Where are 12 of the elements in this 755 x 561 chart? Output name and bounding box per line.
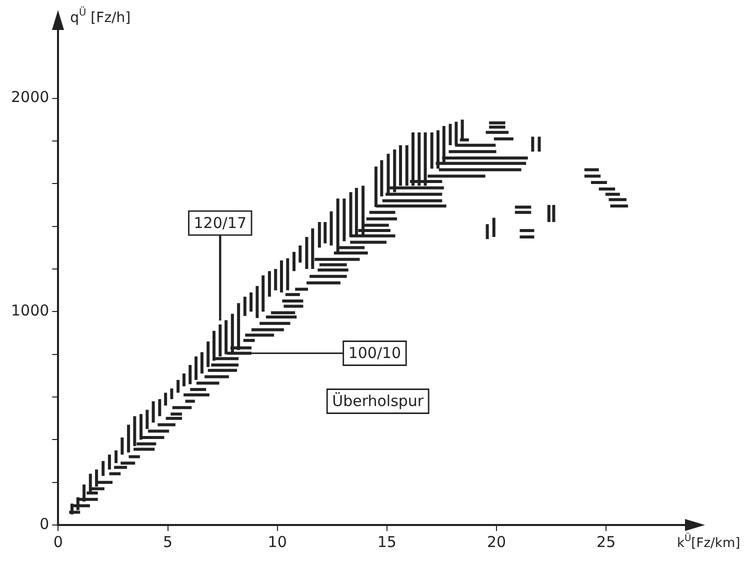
x-tick-label: 5 <box>162 532 173 551</box>
x-tick-label: 25 <box>596 532 616 551</box>
annotation: 100/10 <box>348 344 402 362</box>
annotation: 120/17 <box>194 214 247 232</box>
y-tick-label: 1000 <box>10 302 50 320</box>
y-tick-label: 0 <box>40 514 50 533</box>
x-tick-label: 15 <box>377 532 396 551</box>
y-tick-label: 2000 <box>10 88 50 106</box>
x-tick-label: 0 <box>53 532 63 551</box>
x-tick-label: 20 <box>486 532 506 551</box>
annotation: Überholspur <box>332 392 424 410</box>
x-tick-label: 10 <box>268 532 287 551</box>
